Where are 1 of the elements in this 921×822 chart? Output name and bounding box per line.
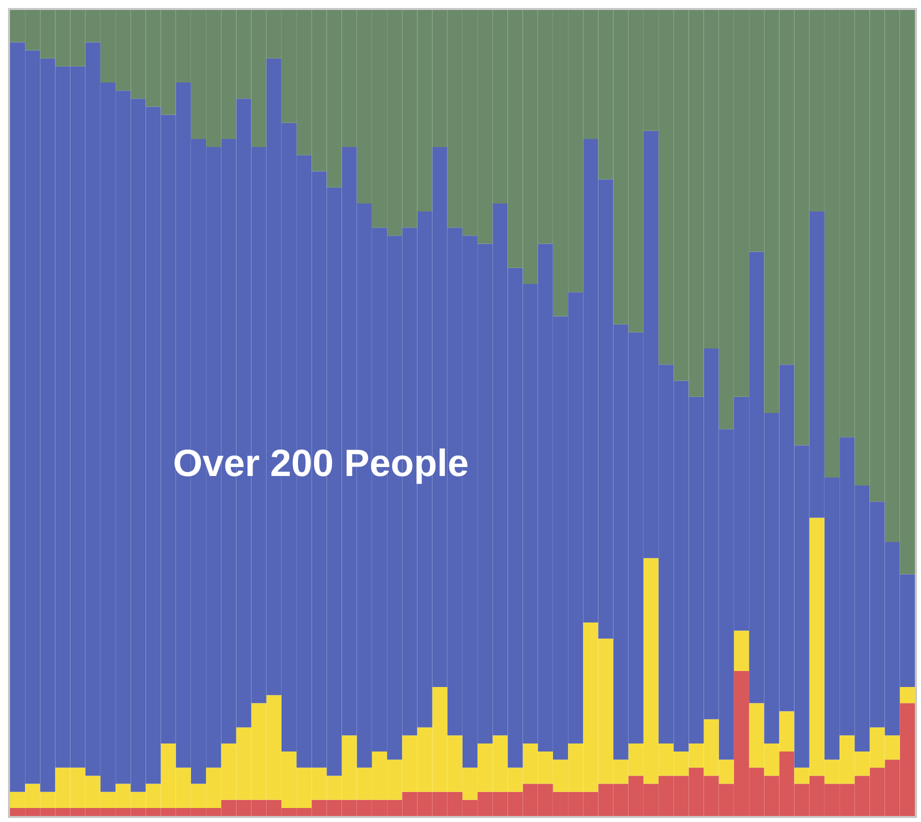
annotation: Over 200 People: [173, 443, 469, 486]
